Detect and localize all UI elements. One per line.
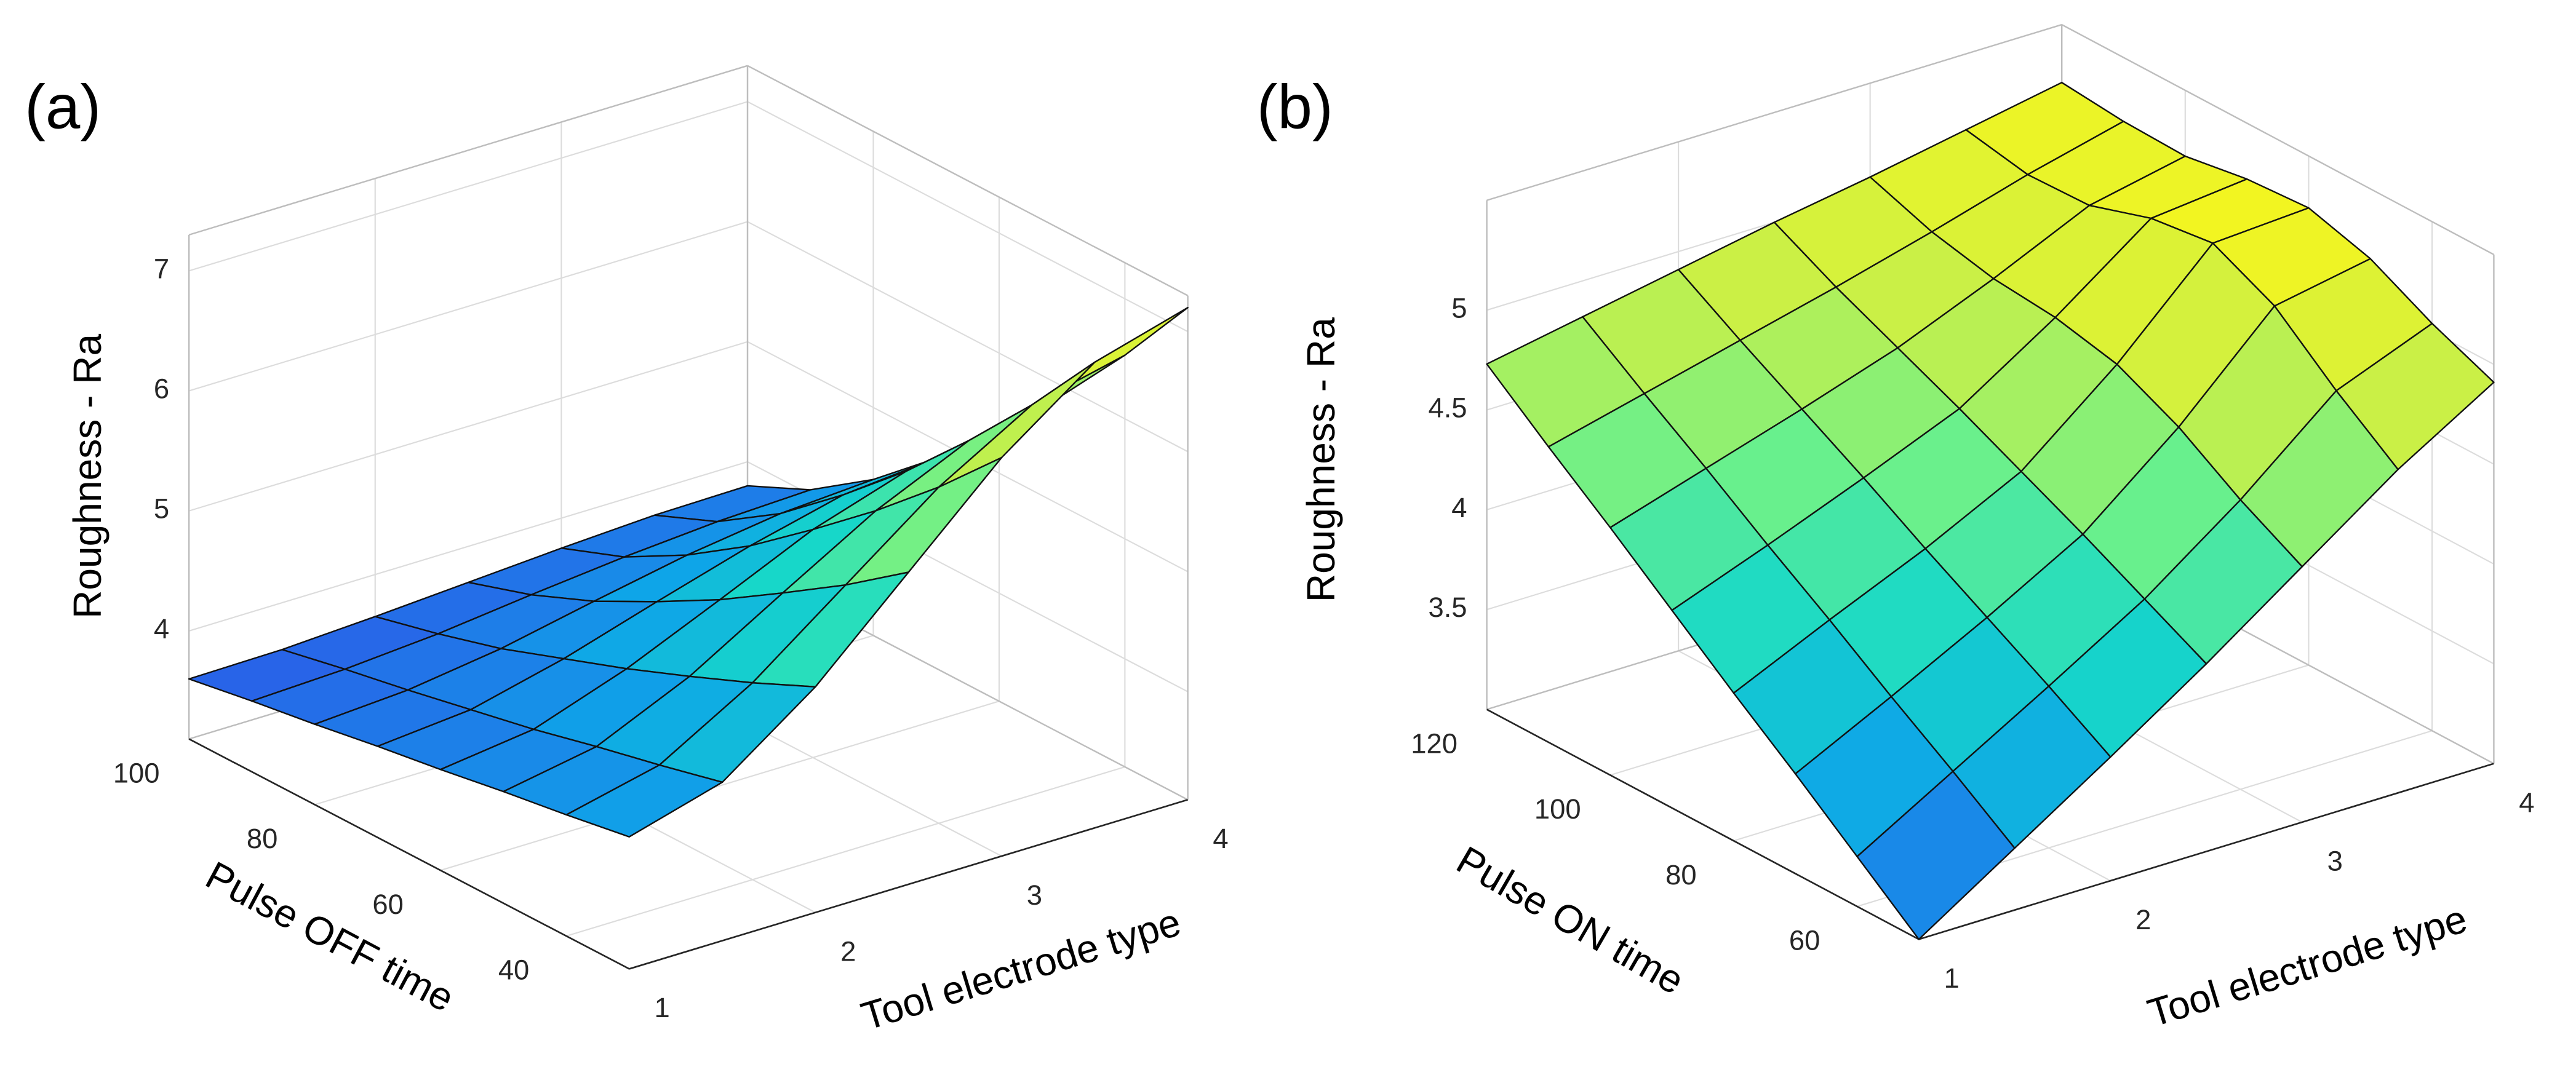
grid-line	[188, 461, 748, 632]
panel-label: (b)	[1257, 71, 1333, 141]
y-axis	[1486, 708, 1920, 940]
grid-line	[747, 221, 1189, 453]
z-tick-label: 5	[154, 493, 169, 525]
surface-patch	[1856, 771, 2016, 940]
y-tick-label: 60	[372, 889, 403, 920]
x-axis-label: Tool electrode type	[856, 900, 1186, 1039]
grid-line	[188, 341, 748, 512]
x-axis	[1918, 763, 2494, 940]
y-tick-label: 80	[247, 823, 277, 854]
y-axis	[188, 738, 630, 970]
z-tick-label: 4.5	[1428, 392, 1467, 424]
x-tick-label: 2	[2135, 904, 2151, 935]
x-tick-label: 3	[2327, 846, 2343, 877]
box-edge	[188, 65, 748, 236]
surface-patch	[565, 764, 724, 838]
x-tick-label: 1	[1944, 962, 1960, 994]
y-tick-label: 100	[1534, 793, 1581, 825]
y-tick-label: 40	[498, 954, 529, 986]
grid-line	[188, 101, 748, 272]
y-tick-label: 60	[1789, 925, 1820, 956]
grid-line	[747, 101, 1189, 333]
x-tick-label: 4	[1213, 823, 1228, 854]
z-tick-label: 3.5	[1428, 592, 1467, 623]
z-tick-label: 6	[154, 373, 169, 405]
z-axis-label: Roughness - Ra	[1299, 317, 1343, 602]
x-tick-label: 2	[840, 935, 856, 967]
y-tick-label: 80	[1665, 859, 1696, 891]
z-tick-label: 4	[1451, 492, 1467, 523]
y-tick-label: 120	[1411, 728, 1457, 759]
x-tick-label: 1	[655, 992, 670, 1023]
z-tick-label: 5	[1451, 292, 1467, 323]
grid-line	[440, 700, 1000, 871]
y-axis-label: Pulse ON time	[1449, 838, 1692, 1003]
box-edge	[2061, 23, 2494, 255]
box-edge	[1486, 23, 2062, 201]
z-tick-label: 7	[154, 253, 169, 284]
x-tick-label: 4	[2519, 787, 2534, 818]
z-axis-label: Roughness - Ra	[65, 333, 110, 618]
grid-line	[188, 221, 748, 392]
box-edge	[747, 65, 1189, 296]
y-tick-label: 100	[113, 757, 160, 788]
x-tick-label: 3	[1027, 879, 1042, 911]
x-axis-label: Tool electrode type	[2143, 897, 2472, 1036]
y-axis-label: Pulse OFF time	[199, 853, 461, 1021]
panel-label: (a)	[25, 71, 101, 141]
x-axis	[629, 799, 1189, 970]
surface-patch	[938, 361, 1096, 488]
z-tick-label: 4	[154, 613, 169, 645]
grid-line	[566, 766, 1125, 937]
